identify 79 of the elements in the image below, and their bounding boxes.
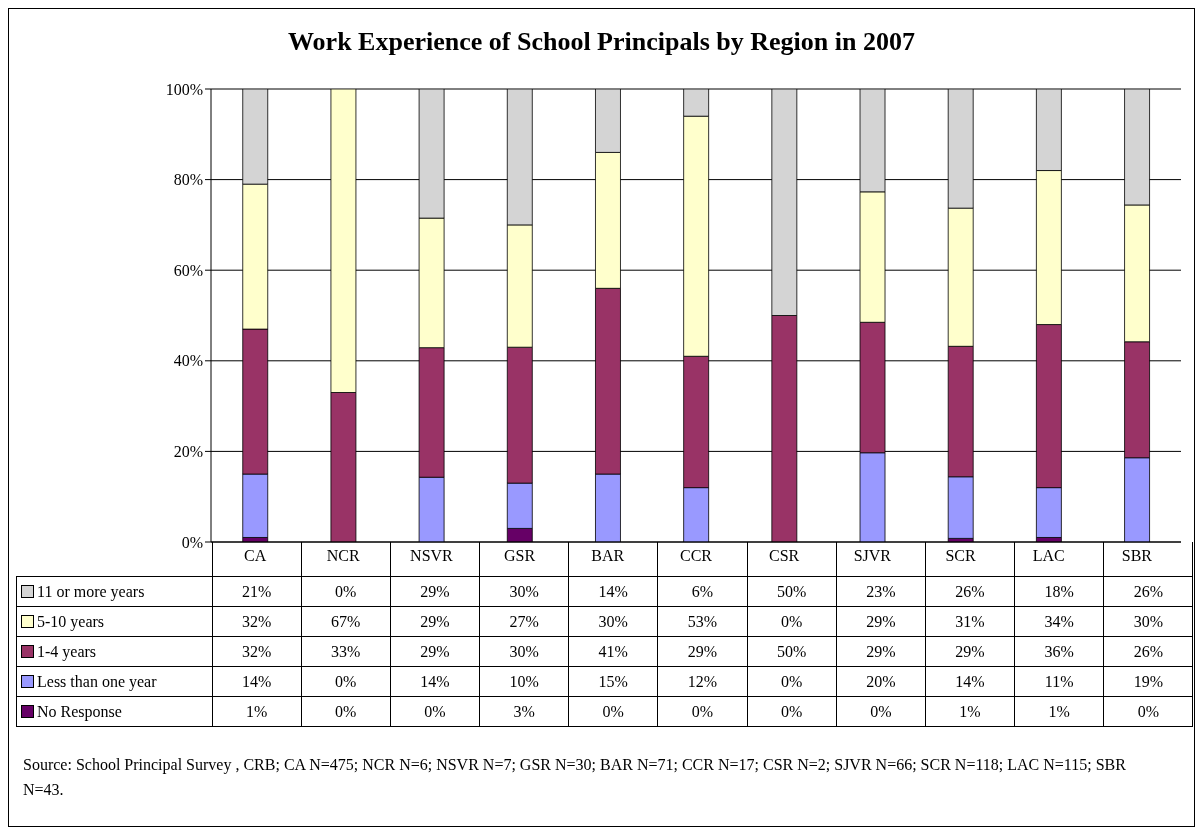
data-label: 29%	[836, 606, 926, 637]
y-tick-label: 80%	[173, 171, 203, 189]
data-label: 0%	[301, 666, 391, 697]
x-tick-label: BAR	[591, 547, 625, 565]
data-label: 0%	[747, 696, 837, 727]
data-label: 0%	[301, 576, 391, 607]
data-label: 29%	[657, 636, 748, 667]
x-tick-label: GSR	[504, 547, 536, 565]
data-label: 12%	[657, 666, 748, 697]
x-tick-label: LAC	[1032, 547, 1065, 565]
data-label: 29%	[390, 576, 480, 607]
data-label: 41%	[568, 636, 658, 667]
data-label: 36%	[1014, 636, 1104, 667]
data-label: 14%	[568, 576, 658, 607]
y-tick-label: 60%	[173, 261, 203, 279]
data-label: 30%	[479, 636, 569, 667]
chart-title: Work Experience of School Principals by Region in 2007	[287, 27, 916, 57]
data-label: 1%	[925, 696, 1015, 727]
legend-label: 11 or more years	[16, 576, 212, 607]
y-tick-label: 100%	[165, 80, 203, 98]
data-label: 32%	[212, 606, 302, 637]
x-tick-label: NSVR	[410, 547, 454, 565]
x-tick-label: SJVR	[853, 547, 892, 565]
x-tick-label: CSR	[769, 547, 800, 565]
x-tick-label: SCR	[945, 547, 976, 565]
data-label: 67%	[301, 606, 391, 637]
data-label: 14%	[212, 666, 302, 697]
data-label: 23%	[836, 576, 926, 607]
data-label: 26%	[1103, 636, 1193, 667]
data-label: 29%	[390, 606, 480, 637]
legend-label: No Response	[16, 696, 212, 727]
data-label: 26%	[925, 576, 1015, 607]
data-label: 18%	[1014, 576, 1104, 607]
data-label: 0%	[1103, 696, 1193, 727]
data-label: 3%	[479, 696, 569, 727]
data-label: 21%	[212, 576, 302, 607]
data-label: 20%	[836, 666, 926, 697]
y-tick-label: 40%	[173, 352, 203, 370]
data-label: 34%	[1014, 606, 1104, 637]
data-label: 1%	[1014, 696, 1104, 727]
data-label: 0%	[836, 696, 926, 727]
data-label: 27%	[479, 606, 569, 637]
data-label: 14%	[925, 666, 1015, 697]
data-label: 19%	[1103, 666, 1193, 697]
legend-label: 1-4 years	[16, 636, 212, 667]
data-label: 30%	[568, 606, 658, 637]
data-label: 6%	[657, 576, 748, 607]
data-label: 14%	[390, 666, 480, 697]
data-label: 29%	[925, 636, 1015, 667]
legend-label: Less than one year	[16, 666, 212, 697]
data-label: 31%	[925, 606, 1015, 637]
data-label: 0%	[301, 696, 391, 727]
x-tick-label: NCR	[326, 547, 361, 565]
y-tick-label: 0%	[181, 533, 203, 551]
data-label: 1%	[212, 696, 302, 727]
data-label: 53%	[657, 606, 748, 637]
data-label: 29%	[836, 636, 926, 667]
legend-label: 5-10 years	[16, 606, 212, 637]
data-label: 0%	[390, 696, 480, 727]
data-label: 15%	[568, 666, 658, 697]
data-label: 0%	[747, 666, 837, 697]
data-label: 30%	[479, 576, 569, 607]
data-label: 32%	[212, 636, 302, 667]
y-tick-label: 20%	[173, 443, 203, 461]
data-label: 10%	[479, 666, 569, 697]
data-label: 0%	[747, 606, 837, 637]
data-label: 33%	[301, 636, 391, 667]
source-note: Source: School Principal Survey , CRB; CA N=475; NCR N=6; NSVR N=7; GSR N=30; BAR N=71; CCR N=17; CSR N=2; SJVR N=66; SCR N=118; LAC N=115; SBR N=43.	[23, 755, 1127, 800]
data-label: 0%	[568, 696, 658, 727]
x-tick-label: SBR	[1121, 547, 1153, 565]
x-tick-label: CCR	[679, 547, 713, 565]
data-label: 26%	[1103, 576, 1193, 607]
data-label: 30%	[1103, 606, 1193, 637]
data-label: 11%	[1014, 666, 1104, 697]
data-label: 50%	[747, 576, 837, 607]
data-label: 29%	[390, 636, 480, 667]
data-label: 0%	[657, 696, 748, 727]
x-tick-label: CA	[243, 547, 267, 565]
data-label: 50%	[747, 636, 837, 667]
